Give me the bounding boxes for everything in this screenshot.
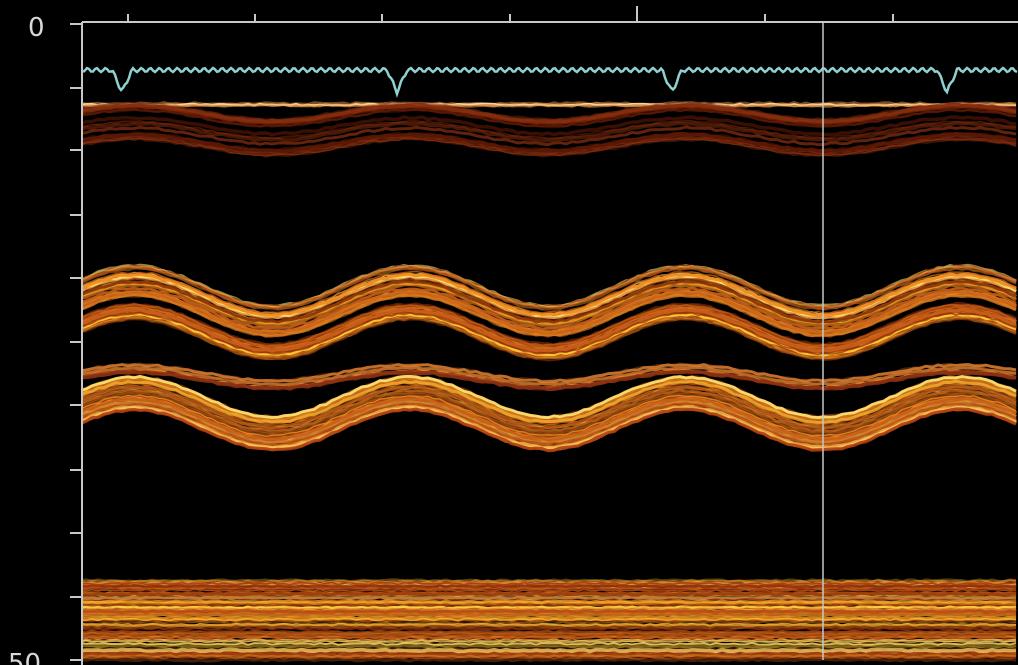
echo-streak	[83, 101, 1017, 124]
echo-streak	[83, 106, 1017, 129]
echo-streak	[83, 586, 1017, 592]
echo-streak	[83, 629, 1017, 636]
echo-streak	[83, 578, 1017, 583]
echo-streak	[83, 137, 1017, 157]
echo-streak	[83, 598, 1017, 602]
echo-streak	[83, 265, 1017, 311]
echo-streak	[83, 103, 1017, 108]
echo-streak	[83, 631, 1017, 638]
echo-streak	[83, 590, 1017, 597]
echo-streak	[83, 391, 1017, 435]
echo-streak	[83, 623, 1017, 630]
echo-streak	[83, 611, 1017, 617]
echo-streak	[83, 137, 1017, 157]
echo-streak	[83, 629, 1017, 634]
echo-streak	[83, 272, 1017, 317]
echo-streak	[83, 270, 1017, 314]
echo-streak	[83, 311, 1017, 356]
ultrasound-image	[83, 66, 1018, 663]
echo-streak	[83, 645, 1017, 651]
echo-streak	[83, 579, 1017, 585]
echo-streak	[83, 108, 1017, 128]
echo-streak	[83, 102, 1017, 125]
echo-streak	[83, 581, 1017, 586]
echo-streak	[83, 389, 1017, 435]
echo-streak	[83, 654, 1017, 659]
echo-streak	[83, 303, 1017, 347]
ecg-trace	[83, 66, 1018, 98]
echo-streak	[83, 102, 1017, 122]
echo-streak	[83, 626, 1017, 631]
echo-streak	[83, 594, 1017, 601]
echo-streak	[83, 390, 1017, 435]
echo-streak	[83, 115, 1017, 137]
echo-streak	[83, 608, 1017, 615]
echo-streak	[83, 655, 1017, 660]
echo-streak	[83, 599, 1017, 605]
echo-streak	[83, 399, 1017, 446]
echo-streak	[83, 317, 1017, 362]
echo-streak	[83, 374, 1017, 420]
echo-streak	[83, 394, 1017, 437]
echo-streak	[83, 101, 1017, 123]
echo-streak	[83, 105, 1017, 125]
echo-streak	[83, 316, 1017, 361]
echo-streak	[83, 635, 1017, 640]
echo-streak	[83, 125, 1017, 147]
echo-streak	[83, 647, 1017, 654]
echo-streak	[83, 625, 1017, 630]
echo-streak	[83, 620, 1017, 625]
echo-streak	[83, 642, 1017, 649]
echo-streak	[83, 382, 1017, 427]
echo-streak	[83, 105, 1017, 125]
echo-streak	[83, 282, 1018, 328]
echo-streak	[83, 276, 1017, 320]
echo-streak	[83, 583, 1017, 589]
depth-bottom-label: 50	[8, 649, 41, 665]
echo-streak	[83, 135, 1017, 155]
echo-streak	[83, 579, 1016, 584]
axes	[70, 6, 1018, 665]
echo-streak	[83, 307, 1017, 353]
echo-streak	[83, 136, 1017, 157]
echo-streak	[83, 595, 1017, 601]
echo-streak	[83, 591, 1017, 597]
depth-top-label: 0	[28, 13, 45, 43]
echo-streak	[83, 132, 1017, 154]
echo-streak	[83, 605, 1017, 610]
echo-streak	[83, 385, 1017, 430]
echo-streak	[83, 617, 1017, 622]
echo-streak	[83, 638, 1017, 644]
echo-streak	[83, 622, 1017, 627]
echo-streak	[83, 304, 1017, 350]
echo-streak	[83, 286, 1017, 331]
echo-streak	[83, 403, 1017, 448]
echo-streak	[83, 407, 1017, 453]
echo-streak	[83, 641, 1017, 646]
echo-streak	[83, 651, 1017, 658]
echo-streak	[83, 121, 1017, 143]
echo-streak	[83, 362, 1017, 384]
echo-streak	[83, 264, 1017, 308]
echo-streak	[83, 582, 1017, 588]
echo-streak	[83, 136, 1017, 158]
echo-streak	[83, 601, 1017, 607]
echo-streak	[83, 633, 1017, 638]
echo-streak	[83, 657, 1017, 663]
echo-streak	[83, 290, 1017, 335]
echo-streak	[83, 365, 1017, 387]
echo-streak	[83, 600, 1017, 606]
echo-streak	[83, 264, 1017, 311]
echo-streak	[83, 119, 1017, 139]
echo-streak	[83, 279, 1017, 324]
echo-streak	[83, 379, 1017, 425]
echo-streak	[83, 369, 1017, 392]
echo-streak	[83, 397, 1017, 442]
